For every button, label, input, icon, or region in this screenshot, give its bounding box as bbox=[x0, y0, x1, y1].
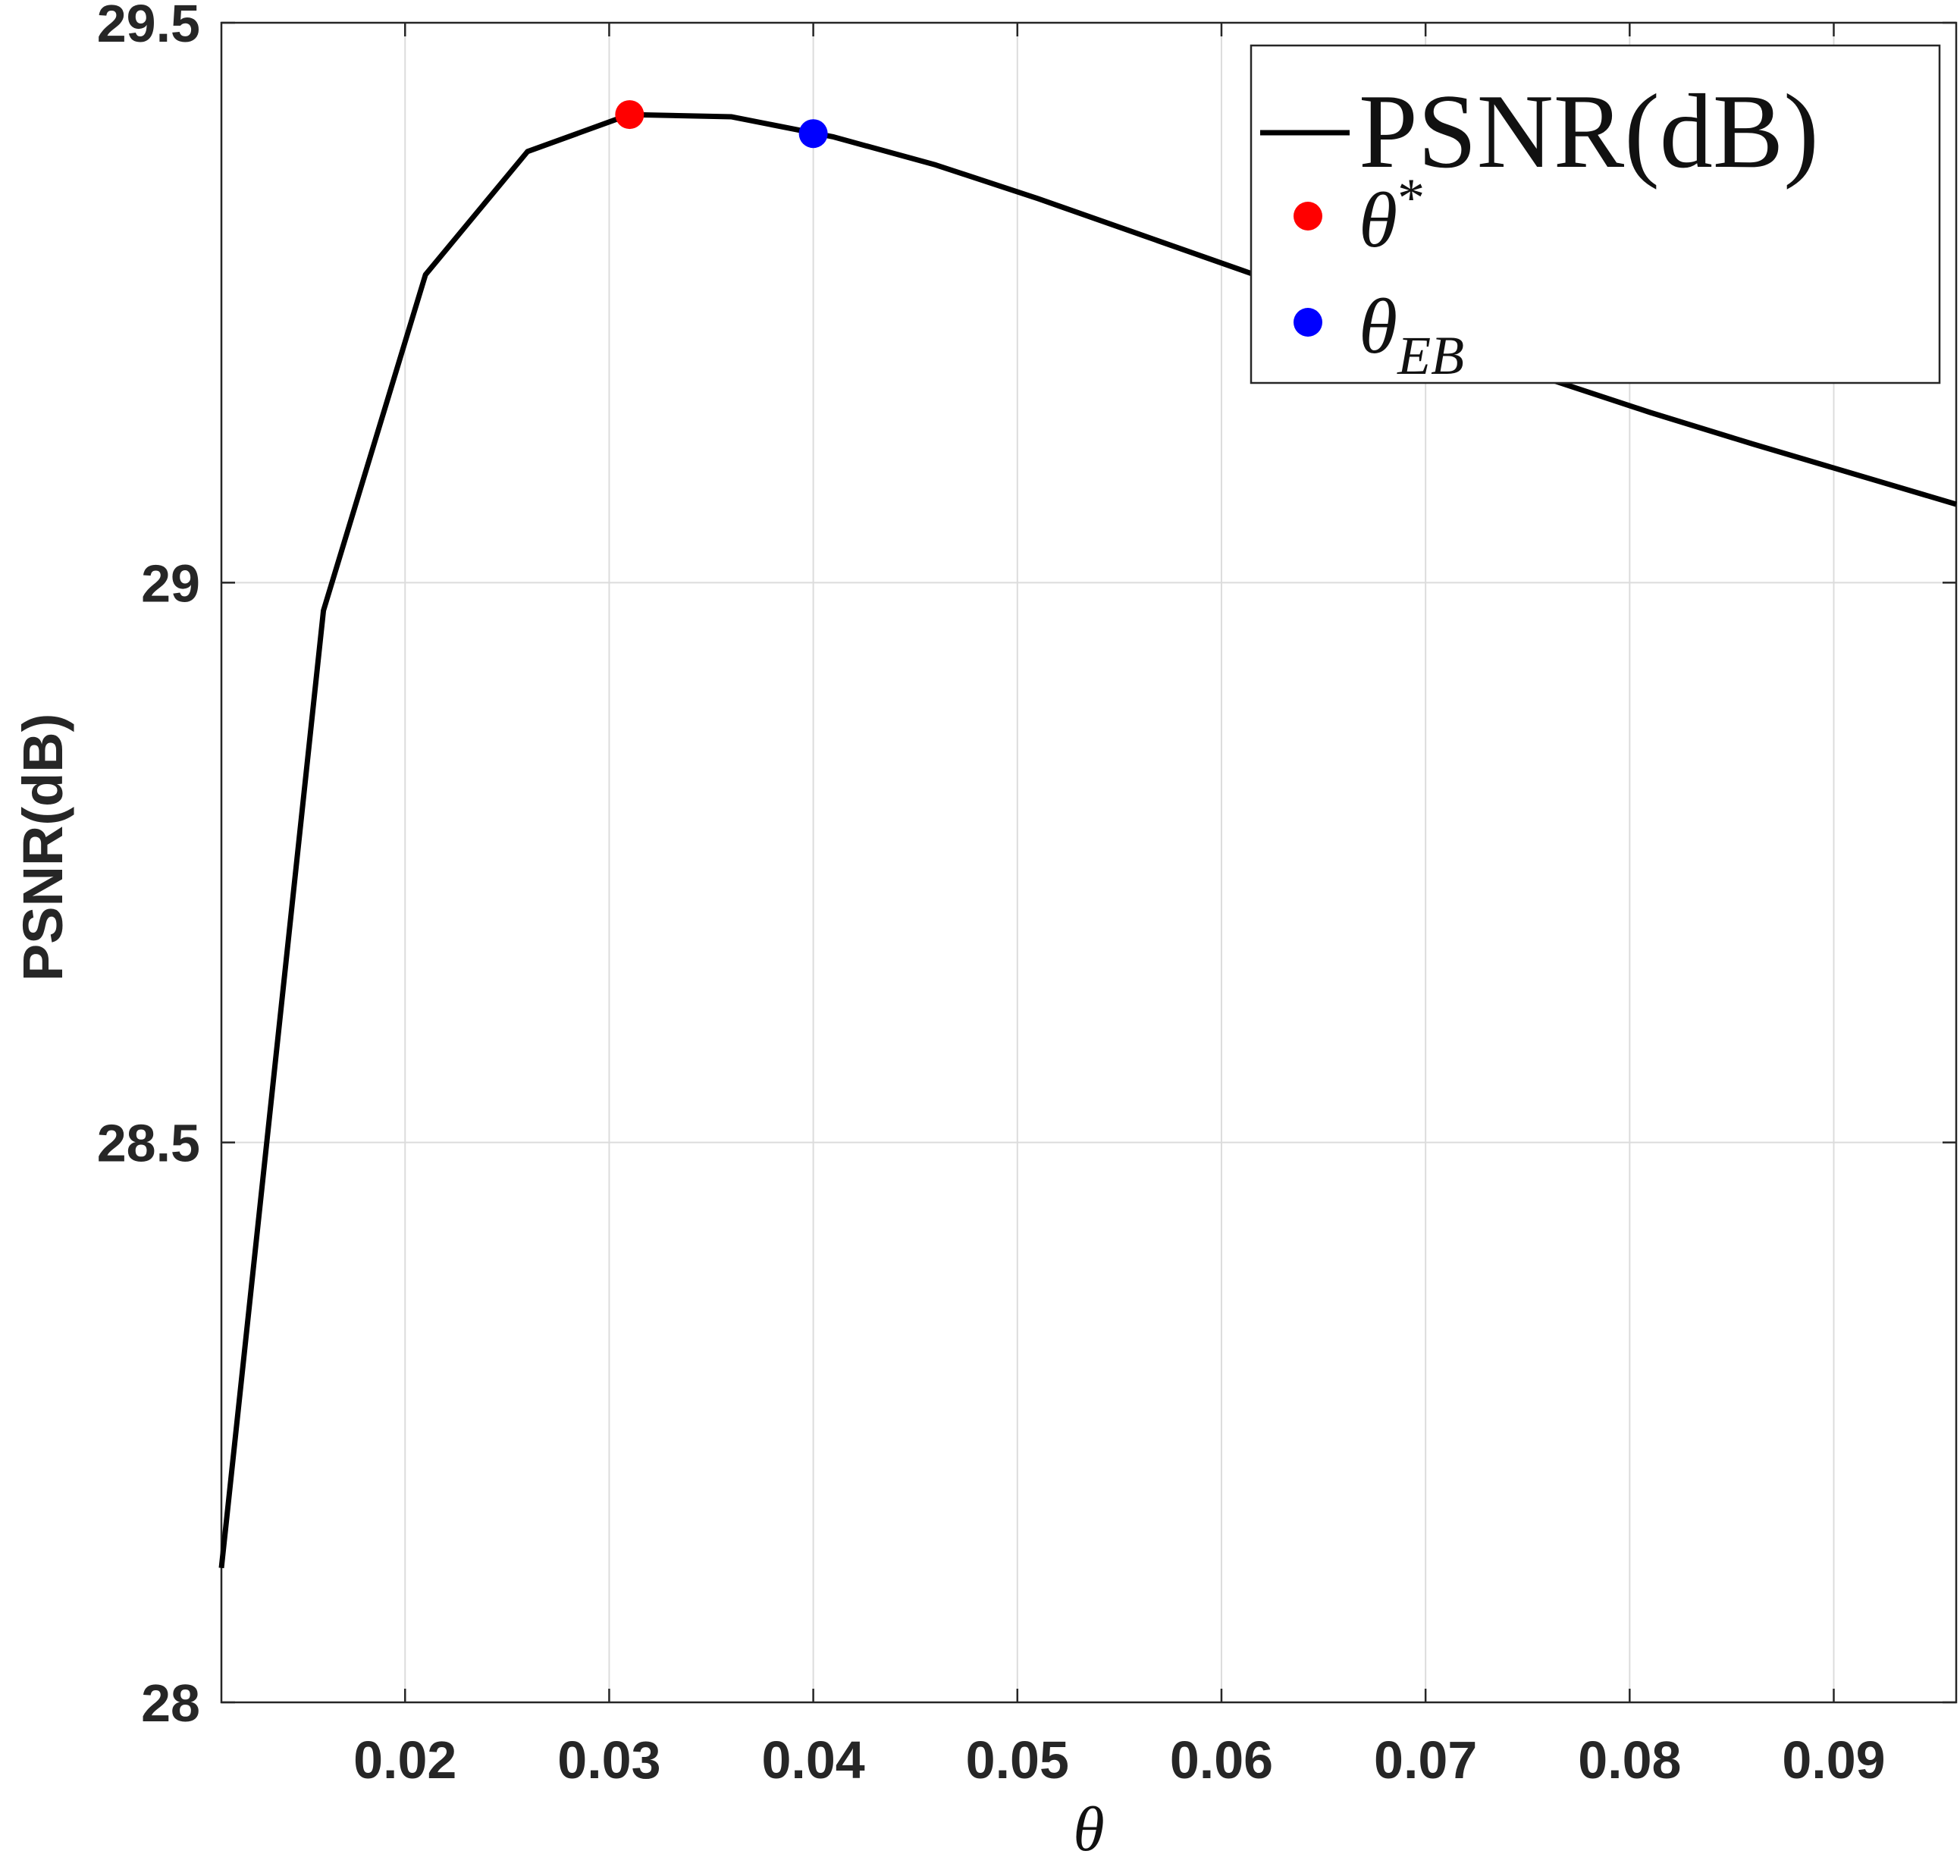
legend-dot-symbol bbox=[1294, 202, 1322, 231]
y-tick-label: 28.5 bbox=[97, 1114, 200, 1173]
legend: PSNR(dB)θ*θEB bbox=[1250, 44, 1941, 386]
x-axis-label: θ bbox=[1073, 1794, 1104, 1865]
legend-dot-symbol bbox=[1294, 308, 1322, 337]
tick-label-layer: 0.02 0.03 0.04 0.05 0.06 0.07 0.08 0.09 28 28.5 29… bbox=[97, 0, 1886, 1790]
legend-label-2: θEB bbox=[1359, 283, 1464, 386]
legend-label-main: θ bbox=[1359, 283, 1397, 370]
x-tick-label: 0.07 bbox=[1374, 1730, 1477, 1790]
plot-frame bbox=[220, 21, 1958, 1704]
legend-label-subscript: EB bbox=[1397, 325, 1464, 386]
legend-box bbox=[1250, 44, 1941, 384]
legend-label-superscript: * bbox=[1397, 168, 1425, 228]
x-tick-label: 0.05 bbox=[966, 1730, 1069, 1790]
x-tick-label: 0.09 bbox=[1782, 1730, 1885, 1790]
theta-star-marker bbox=[615, 100, 644, 130]
axes-layer bbox=[220, 21, 1958, 1704]
x-tick-label: 0.04 bbox=[761, 1730, 864, 1790]
legend-label-main: θ bbox=[1359, 177, 1397, 264]
legend-label-0: PSNR(dB) bbox=[1359, 73, 1819, 190]
y-tick-label: 29 bbox=[141, 554, 200, 613]
y-axis-label: PSNR(dB) bbox=[11, 714, 74, 982]
x-tick-label: 0.06 bbox=[1170, 1730, 1273, 1790]
y-tick-label: 29.5 bbox=[97, 0, 200, 53]
legend-label-1: θ* bbox=[1359, 168, 1425, 264]
x-tick-label: 0.08 bbox=[1578, 1730, 1681, 1790]
series-layer bbox=[218, 100, 1957, 1569]
psnr-series-line bbox=[218, 111, 1957, 1569]
x-tick-label: 0.02 bbox=[353, 1730, 456, 1790]
legend-label-main: PSNR(dB) bbox=[1359, 73, 1819, 190]
y-tick-label: 28 bbox=[141, 1674, 200, 1733]
theta-eb-marker bbox=[798, 119, 828, 149]
x-tick-label: 0.03 bbox=[557, 1730, 660, 1790]
